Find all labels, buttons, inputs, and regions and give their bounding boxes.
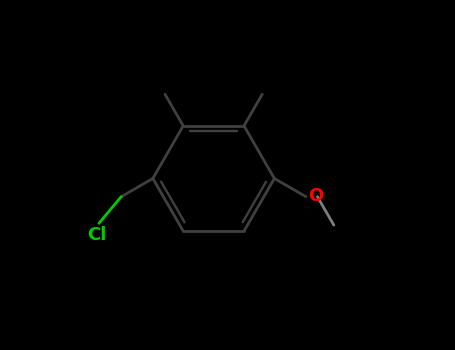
Text: Cl: Cl [87,226,107,244]
Text: O: O [308,187,323,205]
